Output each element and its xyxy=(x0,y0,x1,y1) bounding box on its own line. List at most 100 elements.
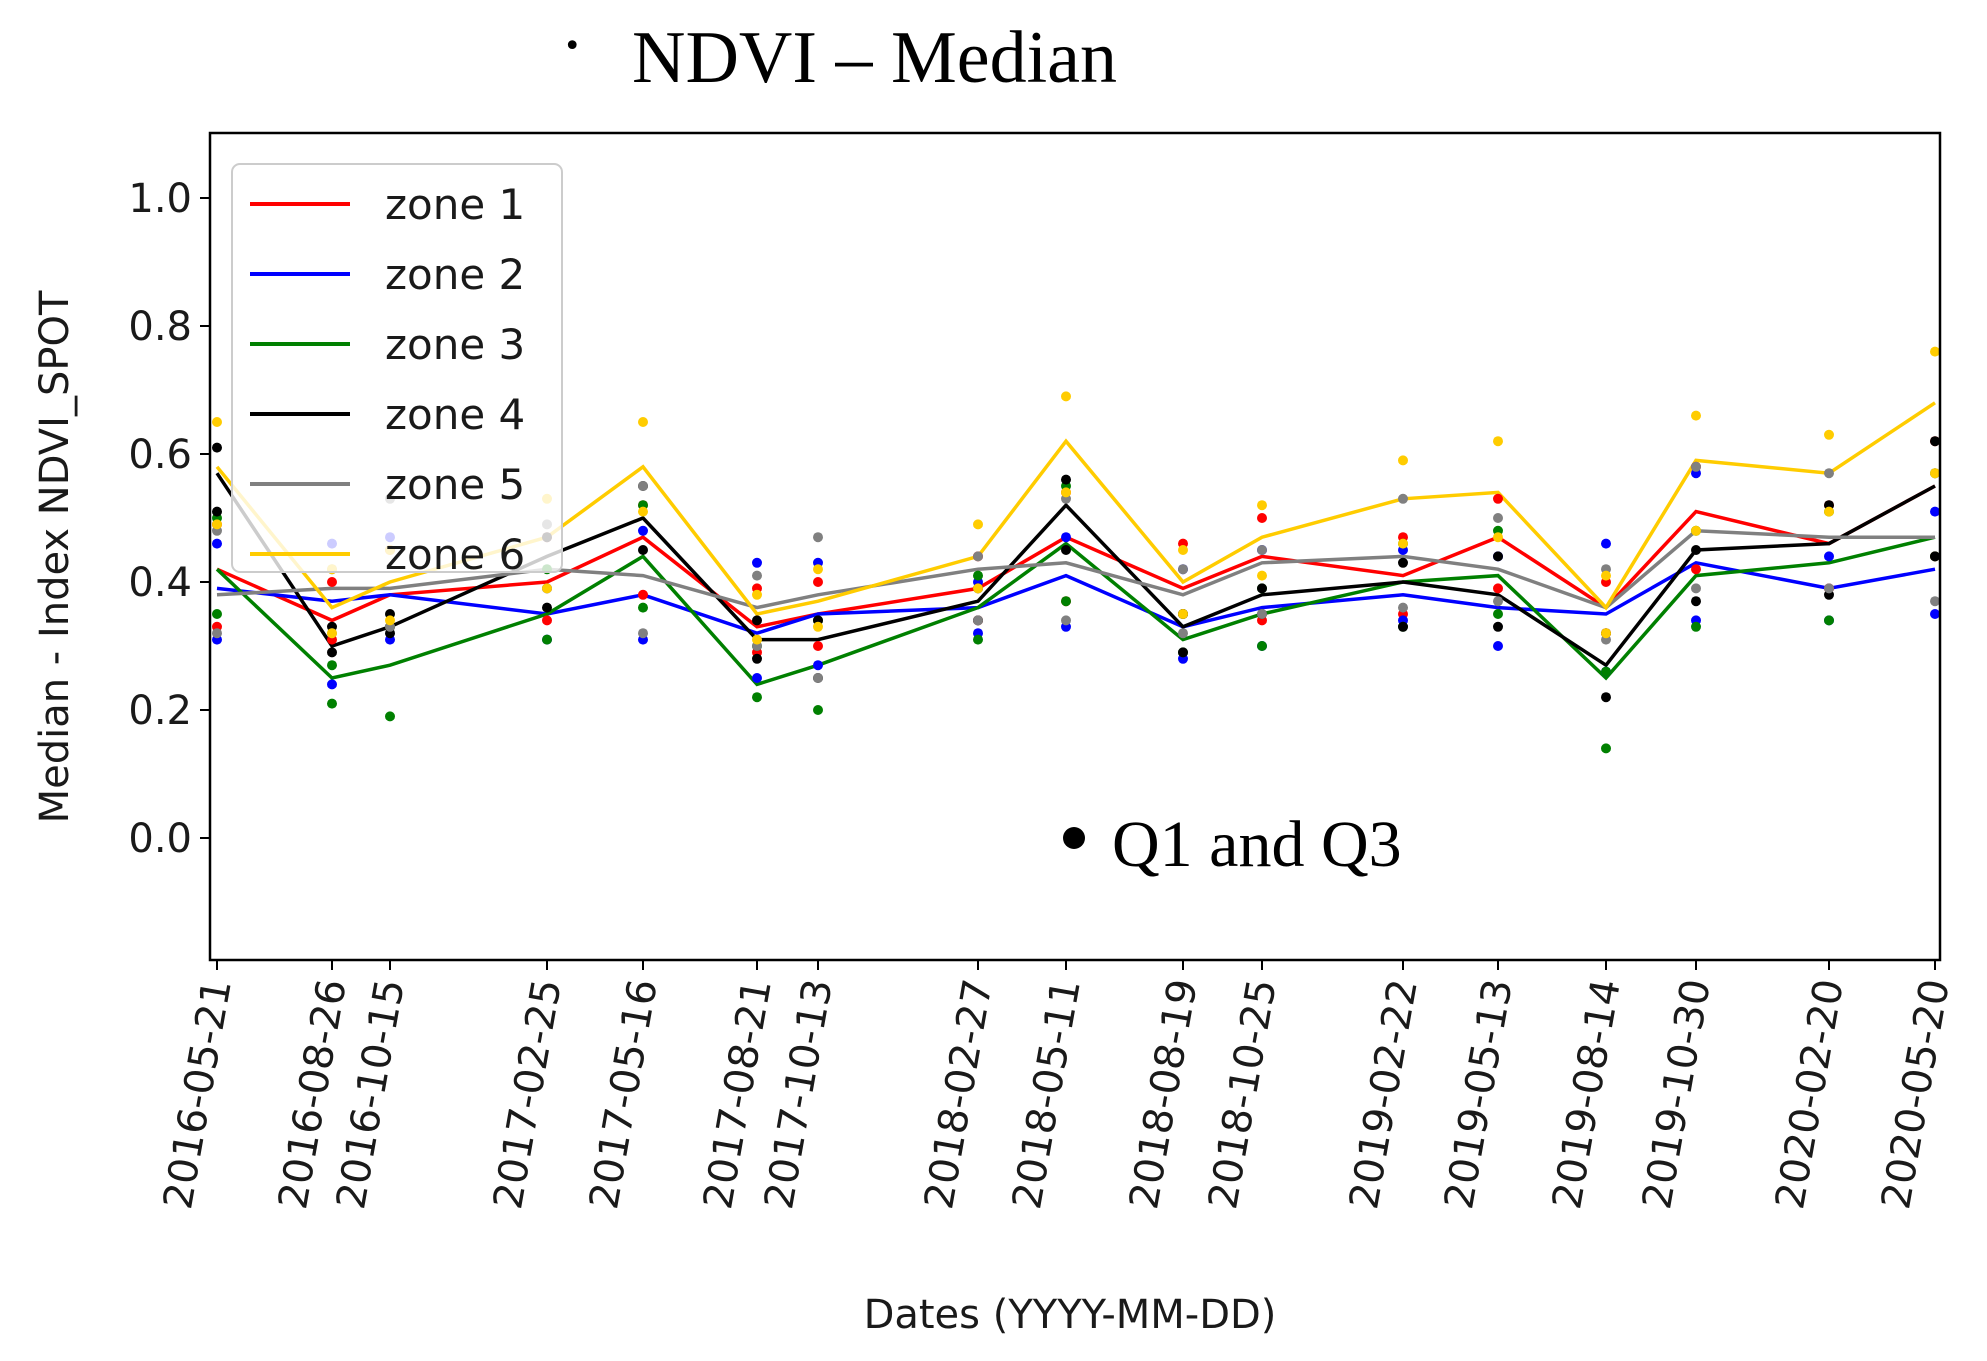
quartile-marker xyxy=(385,711,395,722)
quartile-marker xyxy=(1178,628,1188,639)
quartile-marker xyxy=(1691,410,1701,421)
quartile-marker xyxy=(1824,468,1834,479)
quartile-marker xyxy=(813,532,823,543)
quartile-marker xyxy=(212,442,222,453)
quartile-marker xyxy=(638,628,648,639)
quartile-marker xyxy=(1493,532,1503,543)
quartile-marker xyxy=(1493,493,1503,504)
quartile-marker xyxy=(212,506,222,517)
quartile-marker xyxy=(1398,602,1408,613)
legend-label: zone 2 xyxy=(385,250,525,299)
quartile-marker xyxy=(1398,538,1408,549)
quartile-marker xyxy=(1178,609,1188,619)
y-tick-label: 1.0 xyxy=(128,176,192,222)
quartile-marker xyxy=(327,660,337,671)
x-tick-label: 2016-05-21 xyxy=(155,976,241,1213)
quartile-marker xyxy=(1257,545,1267,555)
annotation-marker xyxy=(1063,827,1085,849)
x-axis-label: Dates (YYYY-MM-DD) xyxy=(864,1292,1277,1338)
quartile-marker xyxy=(1824,551,1834,562)
quartile-marker xyxy=(212,538,222,549)
x-tick-label: 2019-02-22 xyxy=(1341,976,1427,1213)
quartile-marker xyxy=(638,602,648,613)
quartile-marker xyxy=(1691,596,1701,607)
quartile-marker xyxy=(1493,436,1503,447)
y-tick-label: 0.6 xyxy=(128,432,192,478)
quartile-marker xyxy=(1930,506,1940,517)
quartile-marker xyxy=(327,698,337,709)
x-tick-label: 2018-05-11 xyxy=(1004,976,1090,1213)
legend-label: zone 3 xyxy=(385,320,525,369)
quartile-marker xyxy=(752,634,762,645)
quartile-marker xyxy=(752,557,762,568)
quartile-marker xyxy=(1930,609,1940,619)
quartile-marker xyxy=(973,519,983,530)
quartile-marker xyxy=(1493,621,1503,632)
quartile-marker xyxy=(1824,615,1834,626)
x-tick-label: 2017-02-25 xyxy=(485,976,571,1213)
quartile-marker xyxy=(973,551,983,562)
x-tick-label: 2019-10-30 xyxy=(1634,976,1720,1213)
quartile-marker xyxy=(1178,647,1188,658)
y-tick-label: 0.0 xyxy=(128,816,192,862)
quartile-marker xyxy=(542,615,552,626)
quartile-marker xyxy=(212,417,222,427)
quartile-marker xyxy=(638,417,648,427)
y-tick-label: 0.2 xyxy=(128,688,192,734)
quartile-marker xyxy=(813,660,823,671)
plot-frame xyxy=(208,131,1942,962)
x-tick-label: 2020-05-20 xyxy=(1873,976,1959,1213)
quartile-marker xyxy=(1061,532,1071,543)
quartile-marker xyxy=(1930,551,1940,562)
quartile-marker xyxy=(1824,429,1834,440)
x-tick-label: 2017-05-16 xyxy=(581,976,667,1213)
quartile-marker xyxy=(973,570,983,581)
quartile-marker xyxy=(1061,545,1071,555)
x-tick-label: 2019-05-13 xyxy=(1436,976,1522,1213)
quartile-marker xyxy=(1691,461,1701,472)
quartile-marker xyxy=(1930,468,1940,479)
quartile-marker xyxy=(973,615,983,626)
series-line-zone-3 xyxy=(215,535,1936,687)
quartile-marker xyxy=(638,481,648,491)
quartile-marker xyxy=(973,634,983,645)
quartile-marker xyxy=(1257,583,1267,594)
quartile-marker xyxy=(973,583,983,594)
quartile-marker xyxy=(752,589,762,600)
annotation-text: Q1 and Q3 xyxy=(1112,808,1402,881)
legend-box xyxy=(231,163,563,573)
quartile-marker xyxy=(1493,551,1503,562)
legend-label: zone 5 xyxy=(385,460,525,509)
quartile-marker xyxy=(1398,493,1408,504)
quartile-marker xyxy=(1493,609,1503,619)
legend-label: zone 6 xyxy=(385,530,525,579)
quartile-marker xyxy=(1257,570,1267,581)
quartile-marker xyxy=(752,653,762,664)
quartile-marker xyxy=(1691,525,1701,536)
quartile-marker xyxy=(542,634,552,645)
quartile-marker xyxy=(752,570,762,581)
quartile-marker xyxy=(752,673,762,683)
y-tick-label: 0.4 xyxy=(128,560,192,606)
quartile-marker xyxy=(1601,743,1611,754)
quartile-marker xyxy=(1691,545,1701,555)
quartile-marker xyxy=(1178,564,1188,575)
quartile-marker xyxy=(1601,666,1611,677)
quartile-marker xyxy=(1601,628,1611,639)
quartile-marker xyxy=(1398,557,1408,568)
quartile-marker xyxy=(1178,545,1188,555)
quartile-marker xyxy=(1691,564,1701,575)
y-axis-label: Median - Index NDVI_SPOT xyxy=(32,290,78,823)
quartile-marker xyxy=(1493,596,1503,607)
quartile-marker xyxy=(1257,513,1267,523)
quartile-marker xyxy=(752,692,762,703)
quartile-marker xyxy=(1601,570,1611,581)
legend-label: zone 1 xyxy=(385,180,525,229)
quartile-marker xyxy=(385,615,395,626)
quartile-marker xyxy=(327,577,337,587)
quartile-marker xyxy=(1398,621,1408,632)
y-tick-label: 0.8 xyxy=(128,304,192,350)
x-tick-label: 2018-02-27 xyxy=(916,976,1002,1213)
legend-label: zone 4 xyxy=(385,390,525,439)
